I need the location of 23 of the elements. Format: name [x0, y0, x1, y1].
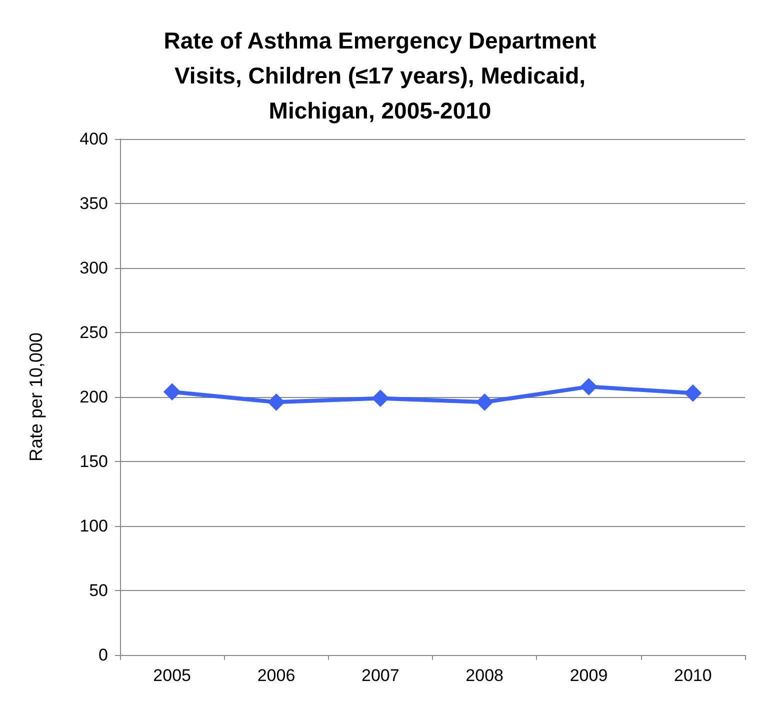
point: [684, 384, 702, 402]
point: [580, 378, 598, 396]
y-tick-label: 0: [98, 646, 108, 664]
point: [476, 394, 494, 411]
x-tick-label: 2009: [570, 666, 608, 685]
y-tick-label: 200: [80, 388, 108, 406]
point: [372, 390, 389, 407]
point: [268, 394, 285, 411]
y-tick-label: 350: [80, 194, 108, 213]
y-tick-label: 300: [80, 258, 108, 278]
x-tick-label: 2010: [674, 666, 712, 685]
y-tick-label: 150: [80, 452, 108, 471]
x-tick-label: 2008: [466, 666, 504, 685]
y-tick-label: 50: [89, 581, 108, 600]
point: [164, 383, 181, 400]
chart-title: Rate of Asthma Emergency Department Visits, Children (≤17 years), Medicaid, Michigan, 2005-2010: [164, 28, 597, 124]
y-axis-title: Rate per 10,000: [26, 332, 46, 462]
y-tick-label: 400: [80, 130, 108, 148]
x-tick-label: 2007: [362, 666, 400, 685]
y-tick-label: 100: [80, 516, 108, 536]
x-tick-label: 2005: [153, 666, 191, 685]
y-tick-label: 250: [80, 323, 108, 342]
x-tick-label: 2006: [257, 666, 296, 685]
